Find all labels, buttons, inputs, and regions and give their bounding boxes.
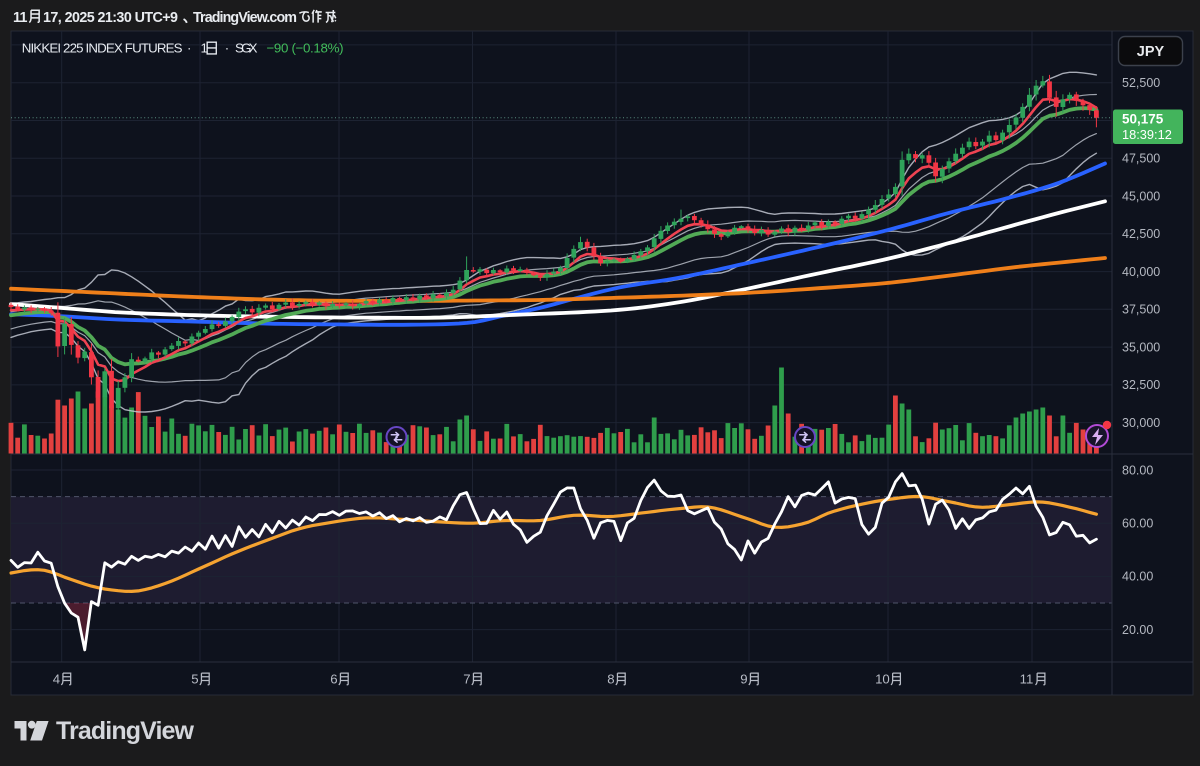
svg-text:11: 11 <box>1020 672 1034 687</box>
svg-text:·: · <box>225 41 229 56</box>
svg-text:9: 9 <box>740 672 747 687</box>
svg-text:11: 11 <box>13 10 28 26</box>
svg-text:8: 8 <box>607 672 614 687</box>
svg-text:5: 5 <box>191 672 198 687</box>
svg-text:17, 2025 21:30 UTC+9: 17, 2025 21:30 UTC+9 <box>43 10 178 26</box>
svg-text:30,000: 30,000 <box>1122 416 1160 430</box>
svg-text:NIKKEI 225 INDEX FUTURES: NIKKEI 225 INDEX FUTURES <box>22 41 183 56</box>
svg-text:7: 7 <box>463 672 470 687</box>
svg-text:20.00: 20.00 <box>1122 623 1153 637</box>
svg-text:4: 4 <box>53 672 60 687</box>
svg-text:42,500: 42,500 <box>1122 227 1160 241</box>
svg-text:60.00: 60.00 <box>1122 517 1153 531</box>
svg-text:52,500: 52,500 <box>1122 76 1160 90</box>
svg-text:TradingView: TradingView <box>56 717 195 745</box>
svg-text:·: · <box>187 41 191 56</box>
svg-text:SGX: SGX <box>235 41 258 56</box>
svg-text:18:39:12: 18:39:12 <box>1122 127 1172 142</box>
svg-text:JPY: JPY <box>1137 44 1165 60</box>
svg-text:80.00: 80.00 <box>1122 463 1153 477</box>
svg-text:45,000: 45,000 <box>1122 189 1160 203</box>
svg-text:6: 6 <box>330 672 337 687</box>
svg-text:35,000: 35,000 <box>1122 340 1160 354</box>
svg-text:10: 10 <box>875 672 890 687</box>
svg-text:32,500: 32,500 <box>1122 378 1160 392</box>
svg-text:37,500: 37,500 <box>1122 303 1160 317</box>
svg-text:47,500: 47,500 <box>1122 152 1160 166</box>
svg-text:40,000: 40,000 <box>1122 265 1160 279</box>
svg-text:−90 (−0.18%): −90 (−0.18%) <box>267 41 344 56</box>
svg-text:50,175: 50,175 <box>1122 112 1164 127</box>
svg-text:40.00: 40.00 <box>1122 570 1153 584</box>
svg-text:1: 1 <box>201 41 208 56</box>
svg-text:TradingView.com: TradingView.com <box>193 10 297 26</box>
